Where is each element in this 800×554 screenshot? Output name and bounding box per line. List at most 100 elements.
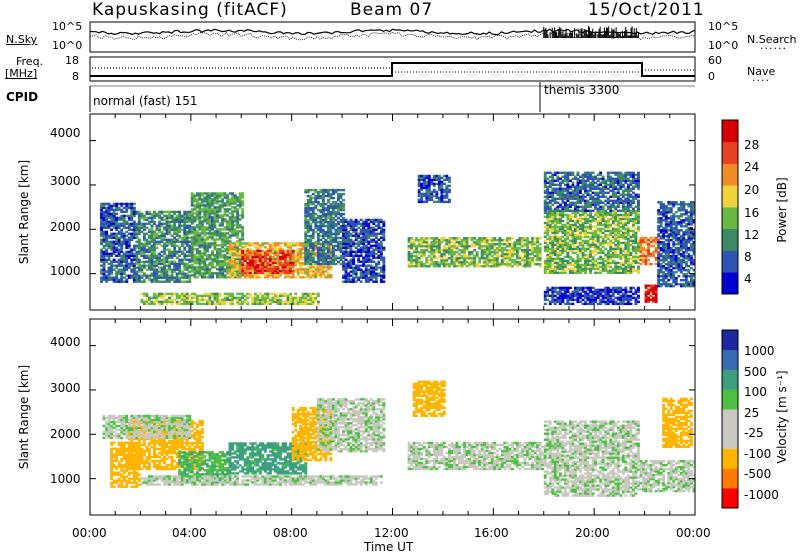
power-cell: [198, 216, 202, 219]
power-cell: [319, 262, 323, 266]
power-cell: [127, 252, 131, 255]
power-cell: [233, 242, 237, 245]
power-cell: [432, 261, 436, 264]
power-cell: [178, 294, 182, 298]
power-cell: [435, 237, 439, 240]
power-cell: [236, 236, 240, 239]
power-cell: [142, 260, 146, 263]
power-cell: [574, 269, 577, 272]
power-cell: [168, 216, 171, 220]
power-cell: [168, 232, 171, 235]
power-cell: [372, 244, 376, 247]
power-cell: [125, 230, 129, 233]
power-cell: [236, 198, 240, 201]
power-cell: [448, 176, 451, 180]
power-cell: [100, 214, 103, 218]
power-cell: [125, 252, 129, 255]
power-cell: [279, 249, 282, 253]
power-cell: [206, 196, 209, 199]
power-cell: [417, 251, 421, 254]
power-cell: [195, 276, 199, 279]
power-cell: [155, 236, 159, 239]
power-cell: [311, 200, 315, 204]
power-cell: [218, 266, 222, 269]
power-cell: [208, 234, 212, 237]
power-cell: [284, 250, 287, 253]
power-cell: [306, 188, 310, 192]
power-cell: [188, 228, 192, 231]
power-cell: [211, 220, 214, 223]
power-cell: [337, 188, 340, 192]
power-cell: [188, 266, 192, 269]
power-cell: [221, 238, 224, 241]
power-cell: [132, 268, 136, 271]
power-cell: [168, 226, 171, 229]
power-cell: [203, 206, 207, 209]
power-cell: [221, 274, 224, 277]
power-cell: [231, 214, 235, 217]
power-cell: [127, 236, 131, 239]
power-cell: [238, 198, 242, 201]
power-cell: [185, 210, 189, 214]
power-cell: [339, 200, 343, 204]
power-cell: [256, 259, 260, 263]
power-cell: [379, 266, 383, 269]
power-cell: [576, 233, 580, 237]
power-cell: [160, 300, 164, 304]
nsky-trace: [89, 28, 696, 36]
power-cell: [213, 246, 217, 249]
power-cell: [415, 245, 419, 248]
power-cell: [183, 266, 187, 269]
power-cell: [279, 292, 282, 296]
power-cell: [362, 270, 366, 273]
power-cell: [314, 244, 318, 248]
power-cell: [576, 245, 580, 249]
power-cell: [223, 268, 227, 271]
power-cell: [324, 194, 328, 198]
power-cell: [218, 224, 222, 227]
power-cell: [223, 210, 227, 213]
power-cell: [120, 254, 124, 257]
power-cell: [228, 212, 232, 215]
power-cell: [195, 262, 199, 265]
power-cell: [584, 239, 587, 243]
power-cell: [150, 230, 154, 233]
power-cell: [102, 210, 106, 214]
power-cell: [553, 257, 557, 261]
power-cell: [551, 257, 555, 261]
power-cell: [193, 276, 197, 279]
power-cell: [122, 240, 126, 243]
power-cell: [415, 237, 419, 240]
power-cell: [102, 220, 106, 223]
power-cell: [193, 198, 197, 201]
power-cell: [432, 200, 436, 204]
power-cell: [236, 256, 240, 259]
power-cell: [120, 244, 124, 247]
power-cell: [203, 198, 207, 201]
power-cell: [589, 259, 592, 263]
power-cell: [115, 280, 119, 283]
power-cell: [178, 300, 182, 304]
power-cell: [203, 226, 207, 229]
power-cell: [130, 228, 134, 231]
power-cell: [440, 176, 444, 180]
power-cell: [493, 249, 497, 252]
power-cell: [521, 257, 524, 260]
power-cell: [231, 268, 235, 271]
power-cell: [200, 230, 204, 233]
power-cell: [150, 278, 154, 281]
power-cell: [122, 256, 126, 259]
power-cell: [241, 200, 245, 203]
power-cell: [349, 278, 353, 281]
power-cell: [153, 232, 156, 235]
power-cell: [276, 242, 280, 245]
power-cell: [369, 250, 373, 253]
power-cell: [561, 239, 565, 243]
power-cell: [211, 292, 214, 296]
power-cell: [367, 264, 371, 267]
power-cell: [102, 274, 106, 277]
power-cell: [274, 257, 277, 261]
power-cell: [281, 292, 285, 296]
power-cell: [309, 274, 313, 277]
power-cell: [586, 231, 590, 235]
